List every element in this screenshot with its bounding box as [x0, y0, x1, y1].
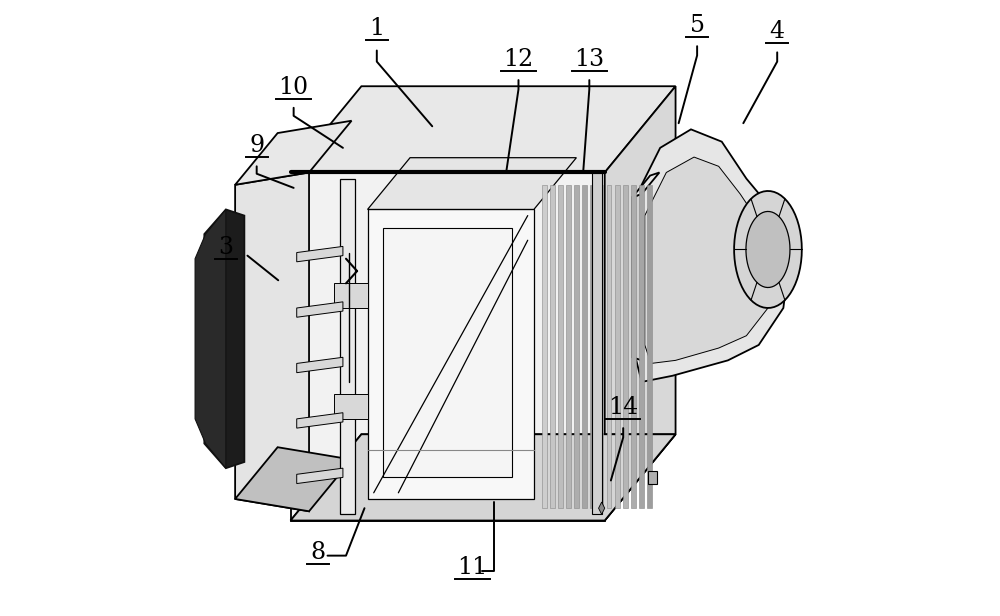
- Polygon shape: [291, 172, 605, 521]
- Polygon shape: [592, 172, 602, 514]
- Text: 9: 9: [249, 134, 264, 157]
- Text: 4: 4: [770, 20, 785, 43]
- Polygon shape: [615, 185, 620, 508]
- Polygon shape: [368, 209, 534, 499]
- Polygon shape: [590, 185, 595, 508]
- Text: 14: 14: [608, 396, 638, 419]
- Polygon shape: [297, 468, 343, 484]
- Polygon shape: [647, 185, 652, 508]
- Polygon shape: [631, 185, 636, 508]
- Polygon shape: [297, 357, 343, 373]
- Polygon shape: [334, 394, 368, 419]
- Polygon shape: [542, 185, 547, 508]
- Polygon shape: [636, 129, 790, 382]
- Text: 10: 10: [279, 76, 309, 99]
- Polygon shape: [291, 86, 676, 172]
- Polygon shape: [235, 172, 309, 511]
- Polygon shape: [632, 194, 642, 360]
- Polygon shape: [639, 185, 644, 508]
- Text: 8: 8: [311, 541, 326, 564]
- Polygon shape: [550, 185, 555, 508]
- Polygon shape: [582, 185, 587, 508]
- Polygon shape: [340, 179, 355, 514]
- Polygon shape: [297, 413, 343, 428]
- Polygon shape: [574, 185, 579, 508]
- Polygon shape: [235, 447, 352, 511]
- Polygon shape: [297, 302, 343, 317]
- Polygon shape: [599, 502, 605, 514]
- Polygon shape: [632, 172, 659, 197]
- Polygon shape: [605, 86, 676, 521]
- Polygon shape: [291, 434, 676, 521]
- Polygon shape: [558, 185, 563, 508]
- Polygon shape: [195, 209, 226, 468]
- Polygon shape: [645, 157, 774, 363]
- Polygon shape: [235, 121, 352, 185]
- Polygon shape: [291, 434, 676, 521]
- Polygon shape: [746, 211, 790, 288]
- Polygon shape: [334, 283, 368, 308]
- Polygon shape: [566, 185, 571, 508]
- Text: 12: 12: [503, 48, 534, 71]
- Text: 13: 13: [574, 48, 604, 71]
- Polygon shape: [368, 158, 576, 209]
- Text: 1: 1: [369, 17, 384, 40]
- Polygon shape: [297, 246, 343, 262]
- Polygon shape: [623, 185, 628, 508]
- Polygon shape: [734, 191, 802, 308]
- Text: 11: 11: [457, 556, 487, 579]
- Polygon shape: [383, 228, 512, 477]
- Text: 3: 3: [218, 236, 233, 259]
- Text: 5: 5: [690, 14, 705, 37]
- Polygon shape: [648, 471, 657, 484]
- Polygon shape: [599, 185, 603, 508]
- Polygon shape: [607, 185, 611, 508]
- Polygon shape: [204, 209, 244, 468]
